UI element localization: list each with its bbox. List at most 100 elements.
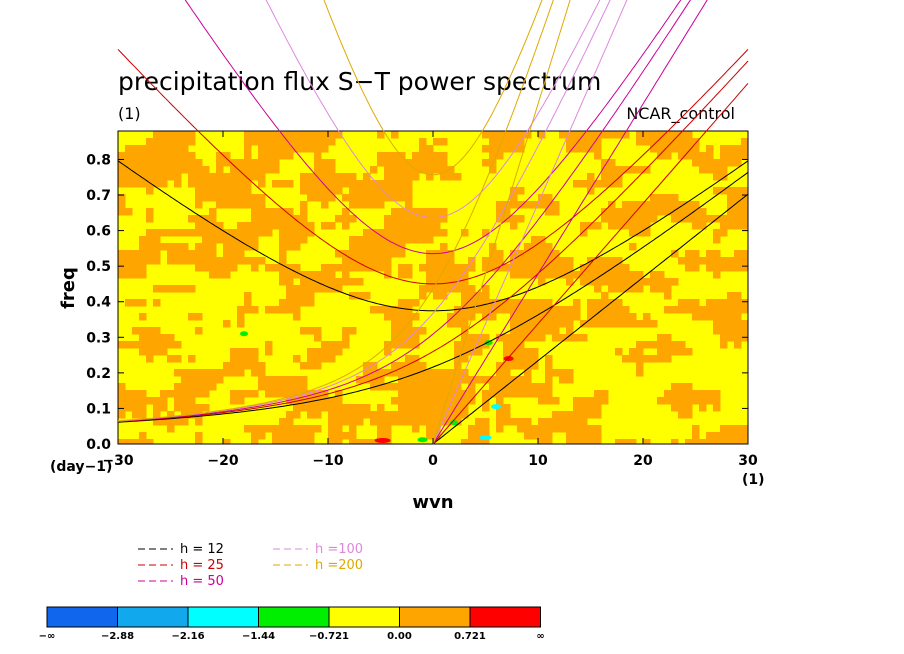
heat-cell xyxy=(580,425,588,433)
heat-cell xyxy=(573,180,581,188)
heat-cell xyxy=(419,292,427,300)
heat-cell xyxy=(601,390,609,398)
heat-cell xyxy=(139,411,147,419)
heat-cell xyxy=(391,313,399,321)
heat-cell xyxy=(349,432,357,440)
heat-cell xyxy=(426,425,434,433)
heat-cell xyxy=(307,131,315,139)
x-tick-label: 10 xyxy=(528,453,548,469)
heat-cell xyxy=(440,166,448,174)
heat-cell xyxy=(706,397,714,405)
heat-cell xyxy=(720,152,728,160)
heat-cell xyxy=(146,439,154,444)
heat-cell xyxy=(377,418,385,426)
heat-cell xyxy=(524,355,532,363)
heat-cell xyxy=(391,229,399,237)
heat-cell xyxy=(230,166,238,174)
heat-cell xyxy=(643,208,651,216)
heat-cell xyxy=(440,418,448,426)
heat-cell xyxy=(447,397,455,405)
heat-cell xyxy=(440,383,448,391)
heat-cell xyxy=(426,369,434,377)
heat-cell xyxy=(545,271,553,279)
heat-cell xyxy=(251,159,259,167)
heat-cell xyxy=(566,425,574,433)
heat-cell xyxy=(538,425,546,433)
heat-cell xyxy=(538,390,546,398)
heat-cell xyxy=(517,348,525,356)
heat-cell xyxy=(349,327,357,335)
heat-cell xyxy=(741,299,748,307)
heat-cell xyxy=(650,320,658,328)
heat-cell xyxy=(517,306,525,314)
heat-cell xyxy=(398,369,406,377)
heat-cell xyxy=(286,418,294,426)
heat-cell xyxy=(398,222,406,230)
heat-cell xyxy=(517,334,525,342)
heat-cell xyxy=(412,152,420,160)
heat-cell xyxy=(545,243,553,251)
heat-cell xyxy=(419,264,427,272)
heat-cell xyxy=(482,264,490,272)
heat-cell xyxy=(468,299,476,307)
heat-cell xyxy=(272,138,280,146)
heat-cell xyxy=(146,159,154,167)
heat-cell xyxy=(671,390,679,398)
heat-cell xyxy=(433,208,441,216)
heat-cell xyxy=(370,418,378,426)
heat-cell xyxy=(440,173,448,181)
heat-cell xyxy=(426,208,434,216)
heat-cell xyxy=(279,425,287,433)
heat-cell xyxy=(496,215,504,223)
heat-cell xyxy=(650,145,658,153)
heat-cell xyxy=(398,362,406,370)
heat-cell xyxy=(622,222,630,230)
heat-cell xyxy=(419,229,427,237)
heat-cell xyxy=(461,355,469,363)
heat-cell xyxy=(594,404,602,412)
heat-cell xyxy=(237,355,245,363)
heat-cell xyxy=(587,425,595,433)
heat-cell xyxy=(517,425,525,433)
curve-h100-ig xyxy=(265,0,601,219)
heat-cell xyxy=(468,432,476,440)
heat-cell xyxy=(307,145,315,153)
heat-cell xyxy=(454,264,462,272)
heat-cell xyxy=(174,180,182,188)
heat-cell xyxy=(258,194,266,202)
heat-cell xyxy=(706,313,714,321)
heat-cell xyxy=(426,152,434,160)
heat-cell xyxy=(118,257,126,265)
heat-cell xyxy=(545,194,553,202)
heat-cell xyxy=(510,201,518,209)
heat-cell xyxy=(139,159,147,167)
heat-cell xyxy=(321,159,329,167)
x-axis-label: wvn xyxy=(412,492,453,513)
heat-cell xyxy=(678,131,686,139)
heat-cell xyxy=(454,404,462,412)
heat-cell xyxy=(139,404,147,412)
heat-cell xyxy=(335,278,343,286)
heat-cell xyxy=(132,411,140,419)
heat-cell xyxy=(244,292,252,300)
heat-cell xyxy=(237,362,245,370)
heat-cell xyxy=(524,432,532,440)
heat-cell xyxy=(517,313,525,321)
heat-cell xyxy=(216,152,224,160)
heat-cell xyxy=(587,411,595,419)
heat-cell xyxy=(734,257,742,265)
heat-cell xyxy=(468,348,476,356)
heat-cell xyxy=(251,257,259,265)
heat-cell xyxy=(265,159,273,167)
heat-cell xyxy=(356,250,364,258)
heat-cell xyxy=(223,194,231,202)
heat-cell xyxy=(265,152,273,160)
heat-cell xyxy=(328,418,336,426)
heat-cell xyxy=(230,173,238,181)
heat-cell xyxy=(349,194,357,202)
heat-cell xyxy=(279,264,287,272)
heat-cell xyxy=(195,432,203,440)
heat-cell xyxy=(335,215,343,223)
heat-cell xyxy=(440,390,448,398)
heat-cell xyxy=(594,411,602,419)
